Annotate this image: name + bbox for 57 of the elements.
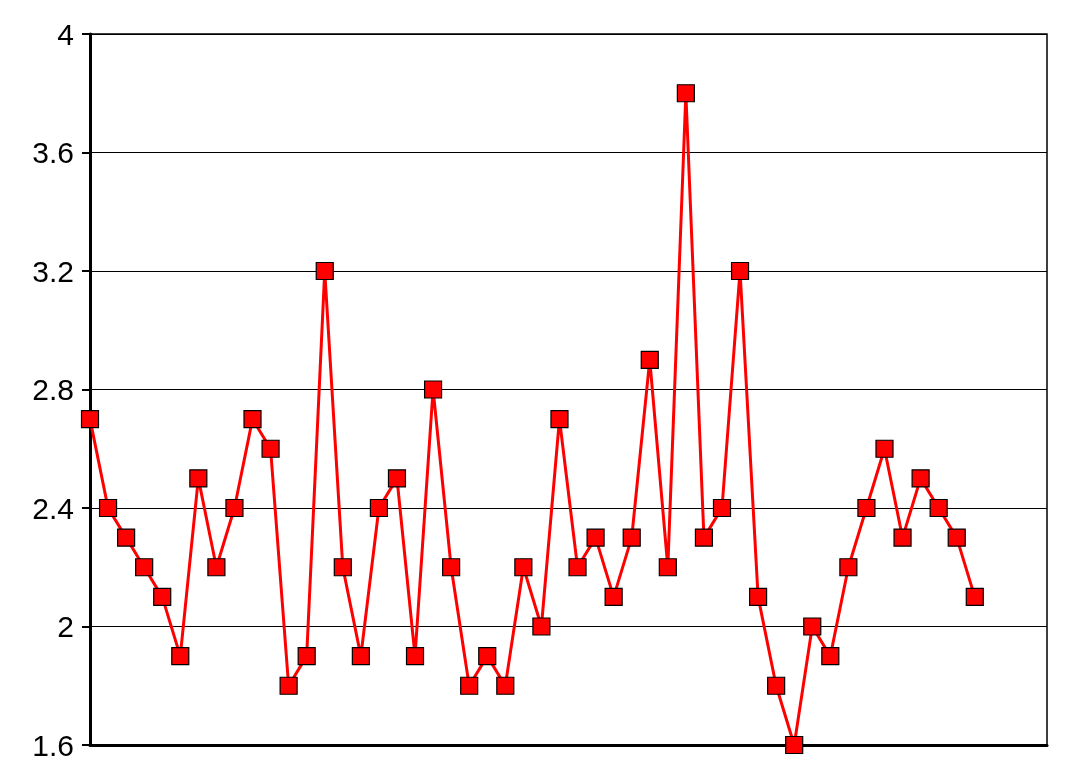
- point: [460, 676, 479, 695]
- point: [243, 410, 262, 429]
- point: [947, 528, 966, 547]
- point: [676, 84, 695, 103]
- point: [911, 469, 930, 488]
- point: [730, 261, 750, 281]
- point: [153, 587, 172, 606]
- point: [171, 647, 190, 666]
- point: [189, 469, 208, 488]
- point: [405, 647, 425, 666]
- y-tick-label: 4: [57, 17, 74, 51]
- point: [423, 380, 443, 399]
- y-tick-label: 2.4: [32, 491, 74, 525]
- point: [839, 558, 858, 577]
- point: [478, 647, 497, 666]
- point: [207, 558, 226, 577]
- y-tick-label: 3.2: [32, 254, 74, 288]
- point: [496, 676, 515, 695]
- point: [442, 558, 461, 577]
- point: [135, 558, 154, 577]
- point: [604, 587, 623, 606]
- point: [875, 439, 894, 458]
- point: [369, 498, 389, 518]
- point: [694, 528, 714, 547]
- point: [893, 528, 912, 547]
- point: [261, 439, 280, 458]
- point: [550, 410, 569, 429]
- point: [333, 558, 352, 577]
- point: [857, 498, 876, 518]
- point: [387, 469, 407, 488]
- point: [586, 528, 605, 547]
- point: [640, 350, 659, 369]
- point: [929, 498, 948, 518]
- y-tick-label: 2.8: [32, 373, 74, 406]
- y-tick-label: 2: [57, 610, 74, 643]
- point: [622, 528, 641, 547]
- point: [821, 647, 840, 666]
- point: [532, 617, 551, 636]
- point: [297, 647, 316, 666]
- point: [98, 498, 118, 518]
- point: [712, 498, 732, 518]
- point: [315, 261, 334, 281]
- point: [568, 558, 587, 577]
- point: [80, 410, 100, 429]
- point: [785, 735, 804, 755]
- point: [748, 587, 768, 606]
- point: [658, 558, 677, 577]
- point: [351, 647, 370, 666]
- point: [965, 587, 984, 606]
- point: [803, 617, 822, 636]
- point: [514, 558, 533, 577]
- point: [279, 676, 298, 695]
- point: [117, 528, 136, 547]
- point: [767, 676, 786, 695]
- y-tick-label: 1.6: [32, 728, 74, 762]
- y-tick-label: 3.6: [32, 136, 74, 169]
- point: [225, 498, 244, 518]
